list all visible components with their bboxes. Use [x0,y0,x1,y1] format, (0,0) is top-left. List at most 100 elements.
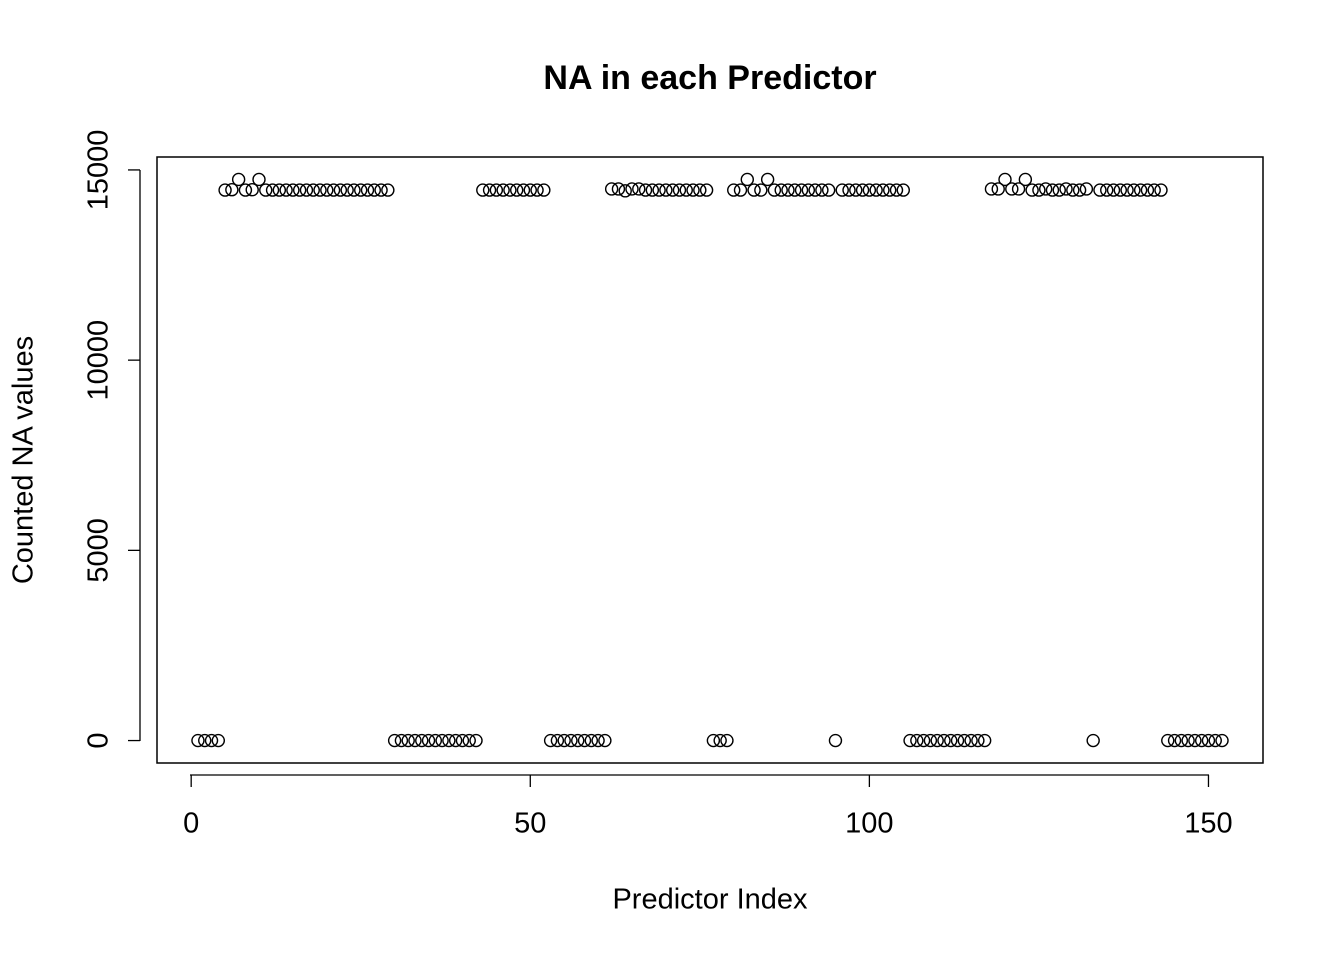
point [1093,183,1107,197]
point [821,183,836,197]
point [523,183,537,197]
point [828,733,843,748]
point [625,182,639,196]
point [252,172,266,187]
point [679,183,693,197]
point [1005,182,1019,196]
point [876,183,890,197]
point [231,172,246,187]
point [638,183,653,197]
point [998,172,1012,187]
point [916,733,931,748]
point [984,182,999,196]
point [313,183,327,197]
x-tick-label: 100 [845,808,893,840]
point [1154,183,1168,197]
point [1181,733,1195,748]
point [503,183,517,197]
point [279,183,293,197]
point [767,183,782,197]
point [530,183,544,197]
point [415,733,429,748]
point [1201,733,1216,748]
chart-title: NA in each Predictor [543,59,876,97]
point [1072,183,1087,197]
point [1208,733,1222,748]
point [1100,183,1114,197]
point [354,183,368,197]
point [218,183,232,197]
point [435,733,449,748]
point [713,733,727,748]
point [292,183,307,197]
point [1161,733,1175,748]
point [903,733,917,748]
point [238,183,253,197]
point [476,183,490,197]
point [665,183,680,197]
x-tick-label: 0 [183,808,199,840]
point [259,183,273,197]
x-tick-label: 50 [514,808,546,840]
point [584,733,599,748]
point [1079,182,1094,196]
plot-box [156,156,1264,764]
y-tick-label: 0 [83,732,115,748]
point [1011,182,1026,196]
point [889,183,904,197]
point [1147,183,1161,197]
point [706,733,721,748]
point [367,183,381,197]
point [225,183,239,197]
point [855,183,870,197]
y-tick-label: 5000 [83,518,115,583]
point [340,183,354,197]
point [611,182,626,196]
point [245,183,259,197]
point [571,733,585,748]
point [496,183,510,197]
point [306,183,320,197]
point [360,183,375,197]
point [1127,183,1141,197]
point [516,183,531,197]
point [930,733,944,748]
point [394,733,409,748]
point [883,183,897,197]
point [299,183,314,197]
point [957,733,972,748]
point [801,183,816,197]
point [971,733,985,748]
point [645,183,660,197]
point [204,733,219,748]
point [1032,183,1046,197]
point [1066,183,1080,197]
point [455,733,470,748]
point [286,183,300,197]
point [1039,182,1053,196]
point [1086,733,1100,748]
point [1174,733,1189,748]
y-axis-label: Counted NA values [8,336,40,584]
point [923,733,938,748]
point [964,733,978,748]
point [333,183,348,197]
point [937,733,951,748]
point [462,733,476,748]
point [401,733,415,748]
point [910,733,924,748]
point [604,182,619,196]
point [733,183,748,197]
point [489,183,504,197]
point [747,183,761,197]
point [1188,733,1202,748]
point [265,183,280,197]
point [1059,182,1073,196]
point [659,183,673,197]
point [862,183,877,197]
point [944,733,958,748]
point [347,183,361,197]
point [537,183,551,197]
point [1018,172,1033,187]
